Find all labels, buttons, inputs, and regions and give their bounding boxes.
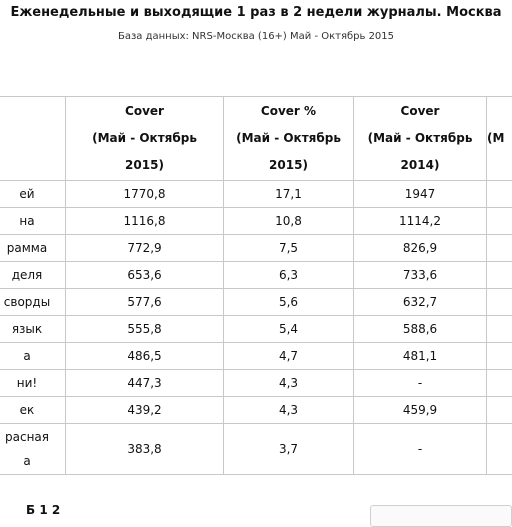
magazine-name: сворды xyxy=(0,289,66,316)
extra-value xyxy=(487,397,512,424)
magazine-name: деля xyxy=(0,262,66,289)
extra-value xyxy=(487,343,512,370)
cover-percent-value: 17,1 xyxy=(224,181,354,208)
table-row-last: расная а 383,8 3,7 - xyxy=(0,424,512,475)
magazine-name: на xyxy=(0,208,66,235)
cover-2014-value: 733,6 xyxy=(354,262,487,289)
extra-value xyxy=(487,370,512,397)
cover-2015-value: 439,2 xyxy=(66,397,224,424)
cover-2014-value: 459,9 xyxy=(354,397,487,424)
cover-2014-value: 1947 xyxy=(354,181,487,208)
magazine-name: рамма xyxy=(0,235,66,262)
cover-2015-value: 555,8 xyxy=(66,316,224,343)
extra-value xyxy=(487,262,512,289)
cover-2014-value: - xyxy=(354,370,487,397)
table-header-row: Cover (Май - Октябрь 2015) Cover % (Май … xyxy=(0,97,512,181)
extra-value xyxy=(487,208,512,235)
header-cover-percent: Cover % (Май - Октябрь 2015) xyxy=(224,97,354,181)
cover-percent-value: 4,3 xyxy=(224,397,354,424)
header-cover-2015: Cover (Май - Октябрь 2015) xyxy=(66,97,224,181)
magazine-name: расная а xyxy=(0,424,66,475)
header-cover-2014: Cover (Май - Октябрь 2014) xyxy=(354,97,487,181)
header-name xyxy=(0,97,66,181)
magazine-name: ек xyxy=(0,397,66,424)
magazines-table: Cover (Май - Октябрь 2015) Cover % (Май … xyxy=(0,96,512,475)
header-extra: (М xyxy=(487,97,512,181)
extra-value xyxy=(487,289,512,316)
cover-percent-value: 5,4 xyxy=(224,316,354,343)
extra-value xyxy=(487,181,512,208)
cover-percent-value: 7,5 xyxy=(224,235,354,262)
cover-percent-value: 4,7 xyxy=(224,343,354,370)
page-subtitle: База данных: NRS-Москва (16+) Май - Октя… xyxy=(0,31,512,42)
cover-percent-value: 6,3 xyxy=(224,262,354,289)
cover-2014-value: - xyxy=(354,424,487,475)
cover-2015-value: 1116,8 xyxy=(66,208,224,235)
cover-percent-value: 3,7 xyxy=(224,424,354,475)
ad-box xyxy=(370,505,512,527)
cover-2014-value: 1114,2 xyxy=(354,208,487,235)
cover-percent-value: 10,8 xyxy=(224,208,354,235)
cover-2015-value: 577,6 xyxy=(66,289,224,316)
extra-value xyxy=(487,235,512,262)
magazine-name: а xyxy=(0,343,66,370)
cover-2015-value: 1770,8 xyxy=(66,181,224,208)
cover-percent-value: 5,6 xyxy=(224,289,354,316)
cover-2015-value: 653,6 xyxy=(66,262,224,289)
magazine-name: ей xyxy=(0,181,66,208)
cover-percent-value: 4,3 xyxy=(224,370,354,397)
next-section-title: Б 1 2 xyxy=(26,503,60,517)
extra-value xyxy=(487,424,512,475)
magazine-name: язык xyxy=(0,316,66,343)
extra-value xyxy=(487,316,512,343)
cover-2014-value: 588,6 xyxy=(354,316,487,343)
cover-2015-value: 486,5 xyxy=(66,343,224,370)
cover-2014-value: 481,1 xyxy=(354,343,487,370)
cover-2014-value: 632,7 xyxy=(354,289,487,316)
cover-2015-value: 772,9 xyxy=(66,235,224,262)
cover-2015-value: 447,3 xyxy=(66,370,224,397)
cover-2015-value: 383,8 xyxy=(66,424,224,475)
cover-2014-value: 826,9 xyxy=(354,235,487,262)
magazine-name: ни! xyxy=(0,370,66,397)
page-title: Еженедельные и выходящие 1 раз в 2 недел… xyxy=(0,5,512,20)
